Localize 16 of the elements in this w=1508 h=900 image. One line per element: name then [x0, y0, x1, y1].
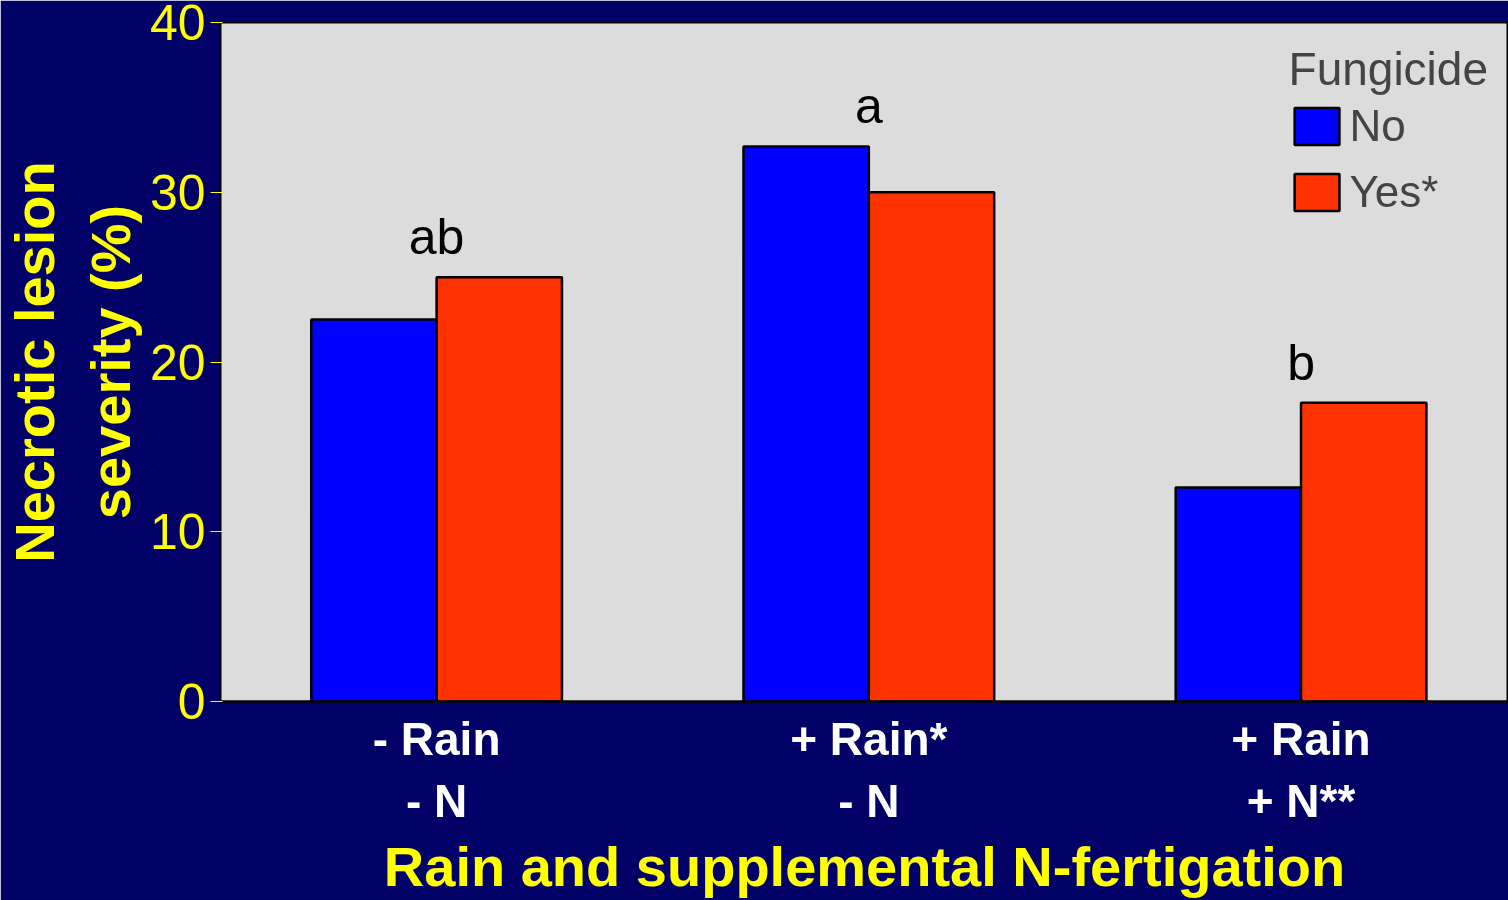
x-tick-label: + Rain* - N	[790, 712, 948, 827]
annotation: a	[854, 78, 883, 135]
y-tick-label: 10	[149, 504, 206, 561]
y-tick-label: 0	[177, 674, 206, 730]
annotation: b	[1287, 334, 1315, 391]
y-tick-label: 30	[149, 164, 206, 221]
x-tick-label: - Rain - N	[372, 712, 501, 827]
x-axis-title: Rain and supplemental N-fertigation	[383, 834, 1346, 898]
legend-label: No	[1349, 101, 1406, 151]
annotation: ab	[408, 209, 465, 266]
y-tick-label: 40	[149, 0, 206, 51]
y-tick-label: 20	[149, 334, 206, 391]
legend-label: Yes*	[1349, 167, 1439, 217]
legend-title: Fungicide	[1288, 42, 1488, 96]
x-tick-label: + Rain + N**	[1231, 712, 1371, 827]
y-axis-title: Necrotic lesion severity (%)	[3, 161, 142, 563]
